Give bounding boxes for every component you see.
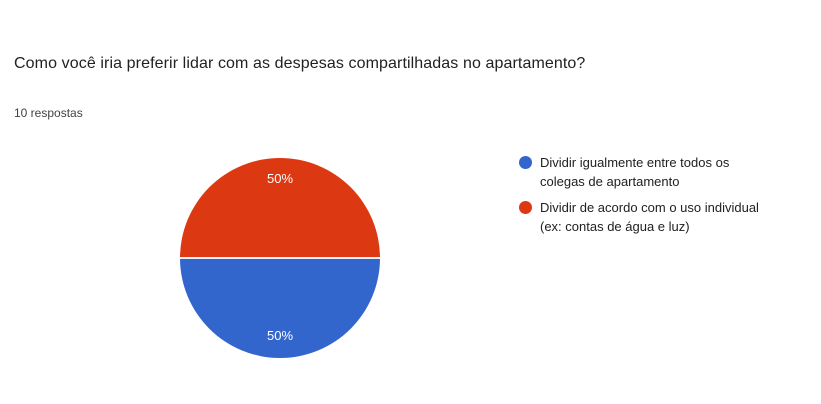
pie-circle: 50% 50%: [180, 158, 380, 358]
legend-label-blue: Dividir igualmente entre todos os colega…: [540, 155, 730, 189]
slice-label-red: 50%: [266, 171, 294, 186]
legend-item-red: Dividir de acordo com o uso individual (…: [519, 198, 799, 236]
legend-swatch-red-icon: [519, 201, 532, 214]
question-title: Como você iria preferir lidar com as des…: [14, 55, 586, 72]
legend-swatch-blue-icon: [519, 156, 532, 169]
legend-label-red: Dividir de acordo com o uso individual (…: [540, 200, 759, 234]
chart-legend: Dividir igualmente entre todos os colega…: [519, 153, 799, 243]
pie-chart: 50% 50%: [180, 158, 380, 358]
slice-label-blue: 50%: [266, 328, 294, 343]
legend-item-blue: Dividir igualmente entre todos os colega…: [519, 153, 799, 191]
slice-divider: [180, 257, 380, 259]
responses-count: 10 respostas: [14, 106, 83, 120]
